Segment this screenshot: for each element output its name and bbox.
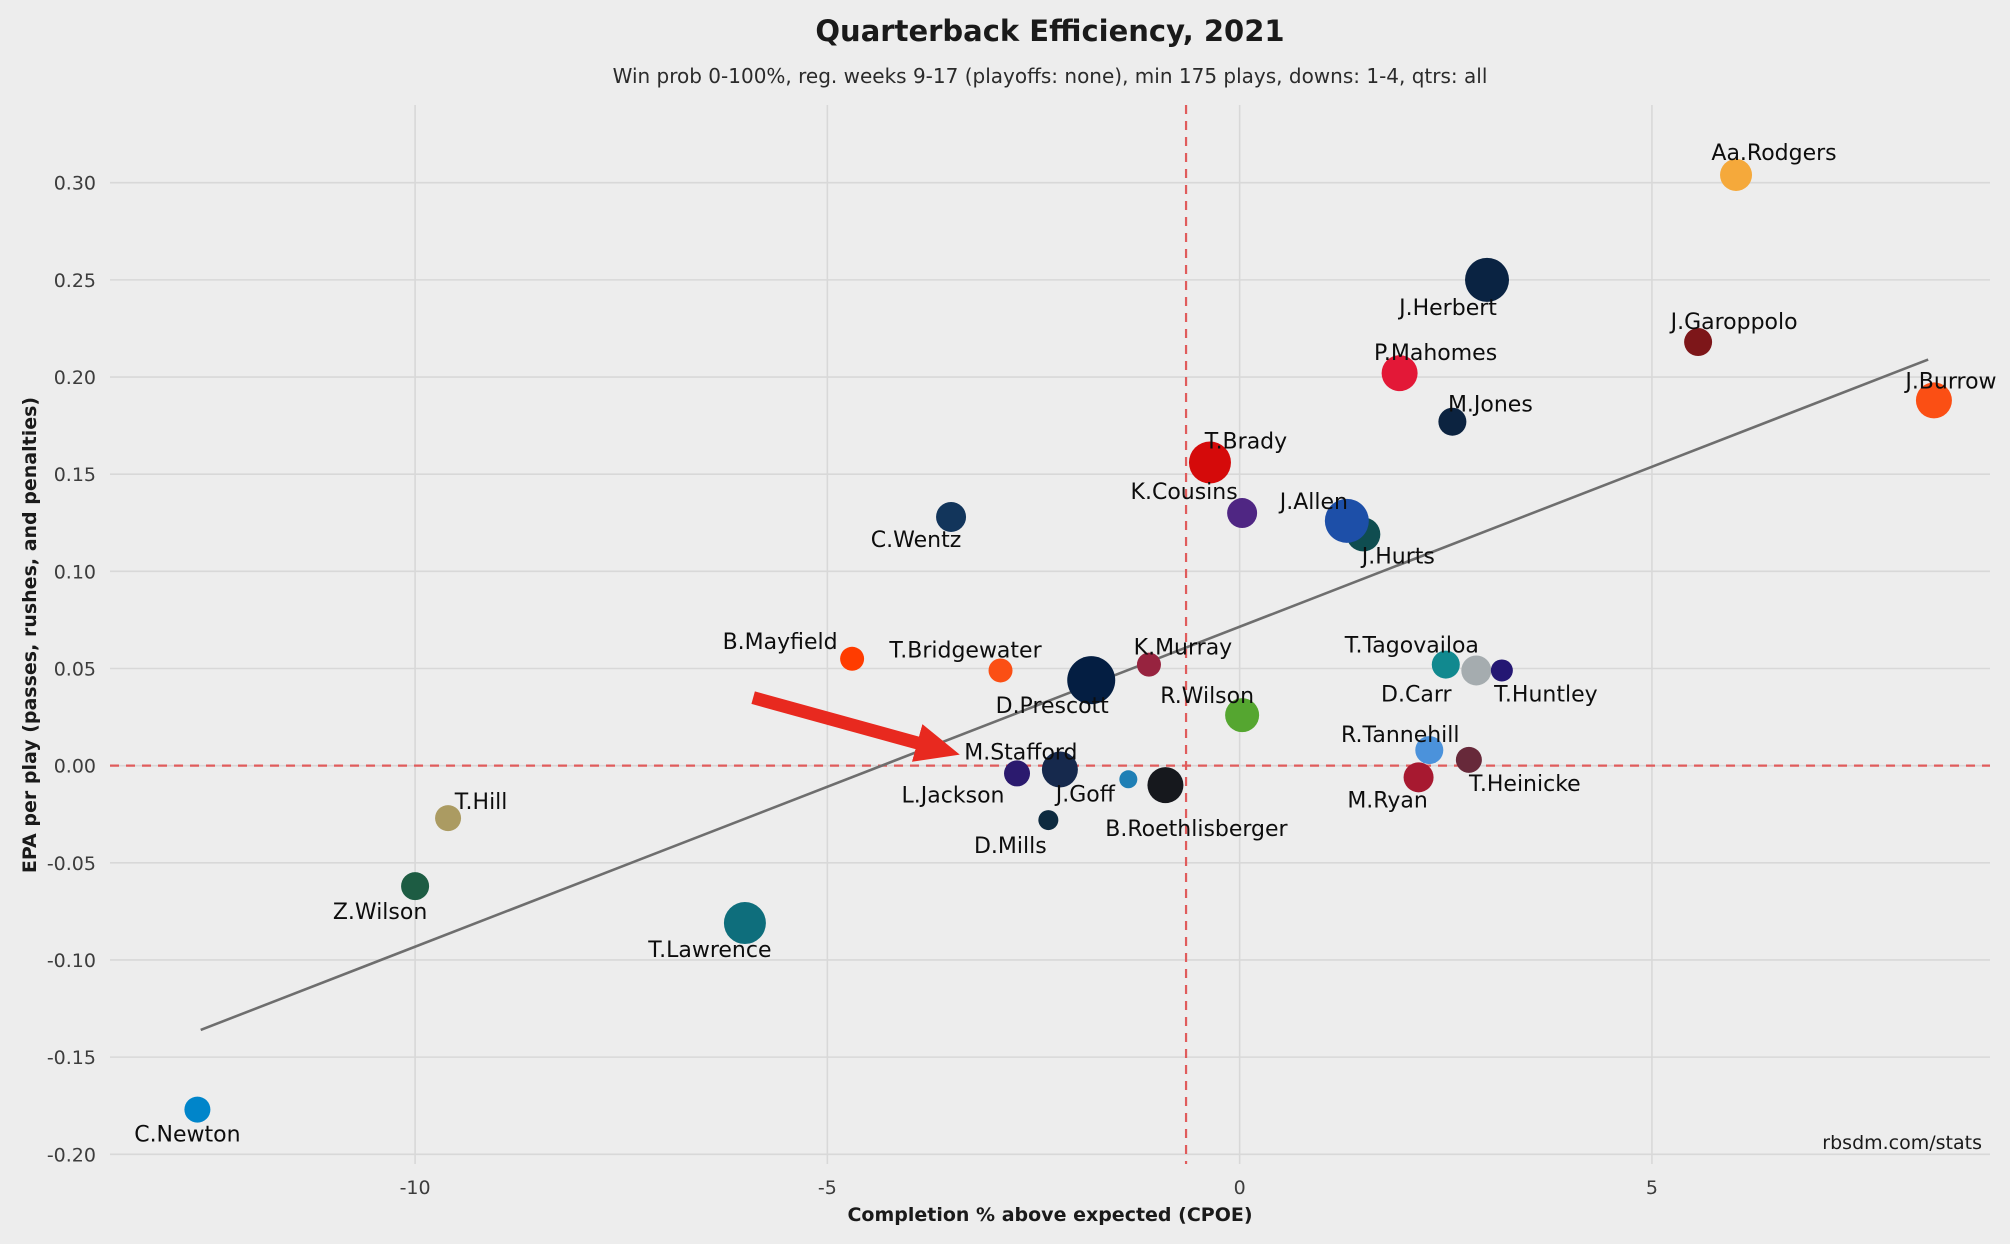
data-point[interactable] <box>723 902 766 945</box>
player-label: T.Hill <box>454 790 508 815</box>
player-label: L.Jackson <box>902 783 1005 808</box>
x-tick-label: 5 <box>1646 1177 1658 1199</box>
data-point[interactable] <box>1438 407 1467 436</box>
data-point[interactable] <box>1465 257 1510 302</box>
data-point[interactable] <box>1147 767 1184 804</box>
data-point[interactable] <box>401 872 430 901</box>
plot-panel <box>110 105 1990 1164</box>
player-label: T.Bridgewater <box>888 638 1042 663</box>
player-label: D.Mills <box>974 834 1047 859</box>
player-label: T.Lawrence <box>647 938 771 963</box>
player-label: J.Garoppolo <box>1669 310 1798 335</box>
data-point[interactable] <box>1004 760 1031 787</box>
chart-title: Quarterback Efficiency, 2021 <box>815 14 1285 48</box>
y-tick-label: 0.05 <box>54 659 96 681</box>
player-label: M.Stafford <box>964 741 1077 766</box>
x-tick-label: -5 <box>818 1177 837 1199</box>
x-tick-label: -10 <box>400 1177 431 1199</box>
player-label: C.Wentz <box>871 528 961 553</box>
player-label: J.Burrow <box>1903 369 1996 394</box>
data-point[interactable] <box>1038 810 1059 831</box>
data-point[interactable] <box>1490 659 1513 682</box>
data-point[interactable] <box>1324 498 1369 543</box>
player-label: D.Carr <box>1381 682 1452 707</box>
data-point[interactable] <box>1403 762 1434 793</box>
y-tick-label: 0.20 <box>54 367 96 389</box>
player-label: M.Jones <box>1448 393 1533 418</box>
data-point[interactable] <box>1119 770 1138 789</box>
y-tick-label: -0.20 <box>47 1144 96 1166</box>
y-tick-label: -0.15 <box>47 1047 96 1069</box>
data-point[interactable] <box>184 1096 211 1123</box>
player-label: J.Allen <box>1278 490 1348 515</box>
player-label: R.Wilson <box>1160 684 1254 709</box>
y-tick-label: 0.00 <box>54 756 96 778</box>
data-point[interactable] <box>1431 650 1460 679</box>
player-label: J.Hurts <box>1360 544 1435 569</box>
player-label: T.Tagovailoa <box>1344 634 1479 659</box>
data-point[interactable] <box>1915 382 1952 419</box>
player-label: D.Prescott <box>996 694 1110 719</box>
y-tick-label: 0.30 <box>54 173 96 195</box>
data-point[interactable] <box>1136 652 1161 677</box>
data-point[interactable] <box>1188 441 1231 484</box>
data-point[interactable] <box>936 501 967 532</box>
player-label: Z.Wilson <box>333 900 427 925</box>
data-point[interactable] <box>1455 746 1482 773</box>
annotation-arrow <box>751 691 960 762</box>
data-point[interactable] <box>1041 751 1078 788</box>
x-tick-label: 0 <box>1234 1177 1246 1199</box>
player-label: T.Heinicke <box>1468 772 1581 797</box>
data-point[interactable] <box>988 658 1013 683</box>
player-label: B.Roethlisberger <box>1105 817 1288 842</box>
data-point[interactable] <box>435 805 462 832</box>
watermark-text: rbsdm.com/stats <box>1822 1132 1982 1154</box>
trend-line <box>200 358 1929 1032</box>
data-point[interactable] <box>1684 328 1713 357</box>
player-label: K.Murray <box>1134 636 1233 661</box>
y-tick-label: 0.10 <box>54 561 96 583</box>
player-label: P.Mahomes <box>1374 341 1497 366</box>
player-label: T.Huntley <box>1493 682 1598 707</box>
y-tick-label: -0.05 <box>47 853 96 875</box>
data-point[interactable] <box>1227 498 1258 529</box>
player-label: J.Goff <box>1054 782 1116 807</box>
data-point[interactable] <box>1720 158 1753 191</box>
y-tick-label: 0.15 <box>54 464 96 486</box>
chart-subtitle: Win prob 0-100%, reg. weeks 9-17 (playof… <box>612 64 1488 88</box>
y-tick-label: 0.25 <box>54 270 96 292</box>
data-point[interactable] <box>840 646 865 671</box>
data-point[interactable] <box>1461 655 1492 686</box>
x-axis-label: Completion % above expected (CPOE) <box>847 1204 1253 1226</box>
player-label: B.Mayfield <box>723 630 838 655</box>
data-point[interactable] <box>1067 656 1116 705</box>
y-tick-label: -0.10 <box>47 950 96 972</box>
player-label: Aa.Rodgers <box>1711 141 1836 166</box>
player-label: T.Brady <box>1204 430 1287 455</box>
player-label: R.Tannehill <box>1341 723 1459 748</box>
player-label: J.Herbert <box>1397 296 1497 321</box>
player-label: M.Ryan <box>1347 788 1428 813</box>
player-label: K.Cousins <box>1131 480 1238 505</box>
data-point[interactable] <box>1225 698 1260 733</box>
player-label: C.Newton <box>134 1123 240 1148</box>
data-point[interactable] <box>1415 736 1444 765</box>
data-point[interactable] <box>1381 355 1418 392</box>
y-axis-label: EPA per play (passes, rushes, and penalt… <box>19 396 41 874</box>
